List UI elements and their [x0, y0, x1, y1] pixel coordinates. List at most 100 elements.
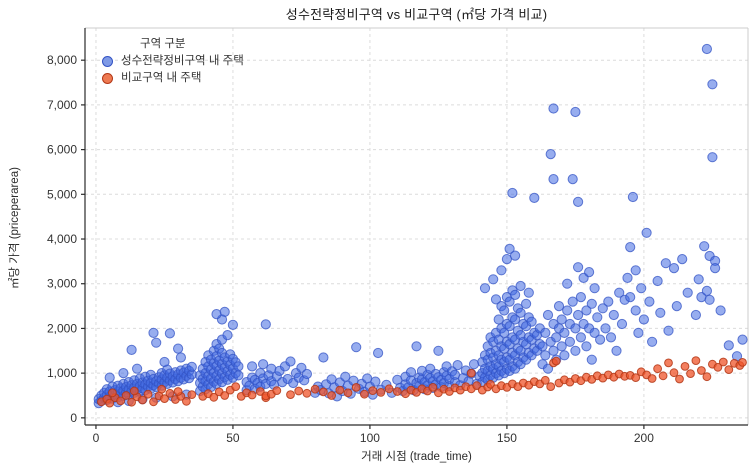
- seongsu-point: [504, 321, 515, 332]
- seongsu-point: [479, 283, 491, 294]
- seongsu-point: [570, 106, 581, 118]
- seongsu-point: [603, 296, 614, 307]
- seongsu-point: [586, 354, 597, 365]
- x-tick-label: 200: [634, 431, 654, 445]
- legend: 구역 구분 성수전략정비구역 내 주택 비교구역 내 주택: [96, 34, 250, 89]
- compare-point: [182, 396, 191, 406]
- legend-title: 구역 구분: [140, 38, 186, 50]
- compare-point: [116, 396, 125, 406]
- seongsu-point: [677, 254, 688, 265]
- compare-point: [351, 383, 361, 392]
- compare-point: [319, 387, 328, 397]
- seongsu-point: [573, 262, 584, 273]
- seongsu-point: [118, 368, 129, 379]
- compare-point: [691, 356, 701, 366]
- compare-point: [343, 388, 353, 398]
- compare-point: [157, 384, 167, 394]
- compare-point: [702, 372, 712, 382]
- y-tick-label: 5,000: [47, 187, 77, 201]
- seongsu-point: [690, 309, 702, 321]
- seongsu-point: [600, 323, 611, 334]
- seongsu-point: [545, 149, 556, 160]
- compare-point: [247, 390, 257, 400]
- seongsu-point: [559, 350, 570, 361]
- compare-point: [129, 386, 139, 396]
- seongsu-point: [699, 241, 710, 252]
- seongsu-point: [504, 296, 515, 307]
- seongsu-point: [641, 227, 652, 238]
- blue-dot-swatch: [102, 56, 113, 67]
- seongsu-point: [671, 301, 682, 312]
- seongsu-point: [638, 314, 650, 325]
- seongsu-point: [126, 344, 137, 355]
- seongsu-point: [452, 360, 463, 371]
- seongsu-point: [559, 327, 570, 338]
- compare-point: [220, 391, 230, 400]
- seongsu-point: [573, 196, 584, 207]
- seongsu-point: [488, 274, 499, 285]
- seongsu-point: [682, 287, 693, 298]
- seongsu-point: [704, 294, 715, 305]
- seongsu-point: [247, 361, 258, 372]
- seongsu-point: [540, 327, 551, 338]
- seongsu-point: [285, 356, 296, 367]
- seongsu-point: [211, 309, 222, 320]
- compare-point: [647, 374, 657, 383]
- x-tick-label: 150: [497, 431, 517, 445]
- seongsu-point: [556, 341, 567, 352]
- seongsu-point: [616, 318, 628, 330]
- seongsu-point: [507, 187, 518, 199]
- seongsu-point: [575, 292, 587, 303]
- seongsu-point: [567, 296, 578, 307]
- y-tick-label: 7,000: [47, 98, 77, 112]
- seongsu-point: [186, 361, 197, 372]
- seongsu-point: [433, 345, 444, 356]
- compare-point: [149, 397, 158, 407]
- seongsu-point: [521, 298, 532, 309]
- seongsu-point: [340, 371, 351, 382]
- compare-point: [310, 384, 320, 394]
- seongsu-point: [652, 275, 663, 287]
- compare-point: [376, 388, 386, 397]
- compare-point: [466, 368, 476, 378]
- seongsu-point: [701, 43, 713, 55]
- seongsu-point: [548, 174, 559, 185]
- seongsu-point: [589, 327, 600, 338]
- seongsu-point: [707, 79, 718, 90]
- seongsu-point: [529, 192, 540, 203]
- y-tick-label: 0: [70, 411, 77, 425]
- seongsu-point: [493, 314, 504, 325]
- y-tick-label: 4,000: [47, 232, 77, 246]
- seongsu-point: [548, 103, 559, 114]
- compare-point: [738, 358, 747, 367]
- orange-dot-swatch: [102, 73, 113, 84]
- compare-point: [165, 388, 175, 398]
- seongsu-point: [562, 278, 573, 289]
- legend-item-compare: 비교구역 내 주택: [102, 70, 244, 87]
- compare-point: [680, 362, 690, 371]
- y-tick-label: 8,000: [47, 53, 77, 67]
- compare-point: [658, 371, 668, 381]
- seongsu-point: [575, 332, 587, 343]
- compare-point: [121, 391, 131, 400]
- x-tick-label: 100: [360, 431, 380, 445]
- compare-point: [138, 395, 147, 405]
- seongsu-point: [567, 174, 578, 185]
- seongsu-point: [411, 341, 422, 352]
- seongsu-point: [260, 319, 271, 330]
- compare-point: [546, 382, 556, 392]
- seongsu-point: [468, 359, 480, 370]
- seongsu-point: [509, 250, 521, 261]
- seongsu-point: [570, 345, 581, 356]
- compare-point: [173, 387, 183, 396]
- y-tick-label: 2,000: [47, 321, 77, 335]
- compare-point: [697, 366, 706, 375]
- compare-point: [272, 386, 282, 396]
- seongsu-point: [586, 298, 597, 309]
- compare-point: [664, 358, 673, 368]
- seongsu-point: [737, 334, 748, 345]
- seongsu-point: [370, 376, 381, 387]
- compare-point: [631, 373, 641, 383]
- seongsu-point: [233, 361, 244, 372]
